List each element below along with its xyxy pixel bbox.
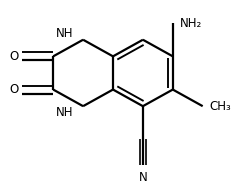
Text: NH: NH xyxy=(56,27,73,40)
Text: O: O xyxy=(10,83,19,96)
Text: N: N xyxy=(138,171,147,184)
Text: NH₂: NH₂ xyxy=(180,17,202,30)
Text: CH₃: CH₃ xyxy=(209,100,231,113)
Text: O: O xyxy=(10,50,19,63)
Text: NH: NH xyxy=(56,106,73,119)
